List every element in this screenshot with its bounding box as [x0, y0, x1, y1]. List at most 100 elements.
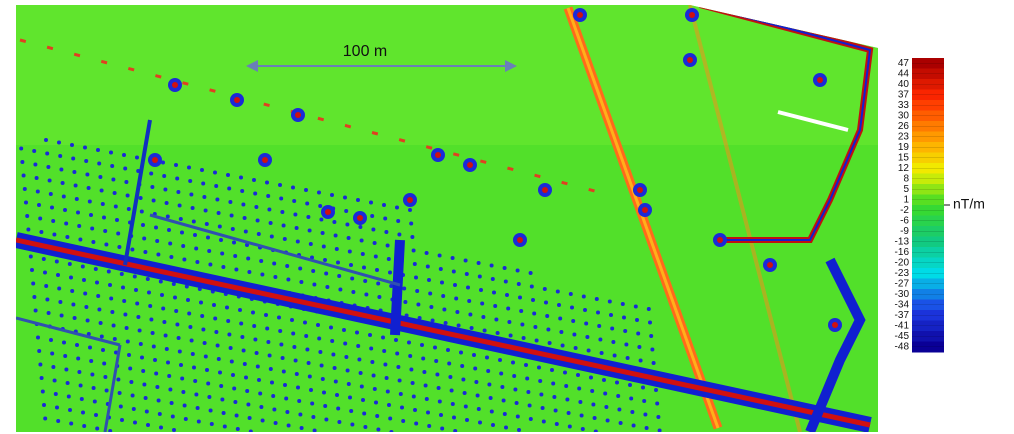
dot — [475, 393, 480, 398]
dot — [193, 379, 198, 383]
dot — [426, 410, 430, 415]
dot — [80, 264, 85, 269]
dot — [643, 412, 648, 417]
dot — [222, 424, 227, 429]
dot — [551, 381, 556, 386]
dot — [208, 408, 213, 413]
dot — [403, 300, 408, 304]
dot — [323, 404, 328, 408]
dot — [503, 279, 508, 284]
dot — [273, 421, 278, 425]
dot — [155, 239, 160, 243]
dot — [59, 167, 64, 172]
dot — [209, 422, 214, 426]
dot — [264, 313, 268, 317]
dot — [235, 427, 240, 431]
dot — [148, 304, 153, 308]
boundary-anomaly — [699, 5, 872, 241]
anomaly-core — [642, 207, 648, 213]
dot — [72, 316, 77, 320]
dot — [257, 378, 261, 382]
dot — [590, 389, 595, 393]
dot — [162, 320, 167, 324]
dot — [578, 400, 583, 404]
dot — [596, 310, 600, 315]
dot — [72, 170, 77, 174]
dot — [201, 181, 206, 186]
dot — [571, 319, 576, 323]
dot — [311, 269, 316, 273]
dot — [369, 200, 373, 205]
dot — [226, 319, 231, 323]
dot — [579, 413, 584, 418]
dot — [489, 409, 494, 414]
dot — [376, 427, 381, 432]
dot — [246, 402, 251, 407]
dot — [82, 424, 87, 428]
dot — [424, 397, 429, 401]
dot — [90, 372, 95, 377]
dot — [398, 392, 403, 396]
dot — [46, 165, 51, 169]
dot — [441, 294, 446, 298]
dot — [618, 421, 623, 425]
dot — [39, 376, 44, 380]
dot — [33, 162, 38, 167]
dot — [346, 382, 351, 386]
dot — [59, 313, 64, 318]
dot — [254, 205, 259, 209]
dot — [214, 330, 219, 334]
legend-band — [912, 121, 944, 132]
dot — [149, 171, 154, 176]
dot — [520, 322, 525, 327]
legend-tick-label: 8 — [903, 173, 909, 184]
dot — [599, 351, 604, 355]
dot — [272, 407, 277, 412]
dot — [311, 415, 316, 419]
dot — [213, 170, 217, 175]
dot — [411, 394, 416, 399]
dot — [21, 173, 26, 178]
dot — [258, 391, 263, 396]
dot — [190, 352, 195, 356]
dot — [103, 375, 108, 379]
dot — [409, 367, 414, 372]
dot — [480, 301, 485, 306]
dot — [252, 324, 257, 328]
dot — [519, 309, 524, 313]
dot — [110, 310, 115, 314]
legend-tick-label: -23 — [895, 268, 910, 279]
dot — [141, 223, 145, 227]
dot — [528, 271, 533, 275]
dot — [463, 258, 468, 263]
dot — [182, 257, 187, 262]
dot — [330, 193, 334, 197]
dot — [53, 392, 58, 396]
dot — [449, 388, 454, 393]
dot — [356, 198, 360, 202]
dot — [111, 177, 116, 182]
dot — [298, 266, 303, 271]
dot — [591, 402, 596, 407]
dot — [299, 426, 304, 430]
dot — [253, 191, 258, 196]
dot — [95, 280, 99, 285]
dot — [58, 300, 63, 304]
dot — [132, 274, 137, 279]
dot — [33, 308, 38, 313]
dot — [452, 415, 456, 420]
anomaly-core — [577, 12, 583, 18]
dot — [84, 305, 89, 309]
dot — [102, 215, 106, 220]
dot — [359, 238, 364, 243]
dot — [78, 383, 83, 388]
boundary-anomaly — [805, 257, 866, 432]
road-anomaly — [16, 237, 871, 428]
dot — [359, 384, 364, 389]
dot — [124, 326, 129, 330]
dot — [206, 235, 210, 240]
dot — [167, 228, 171, 232]
dot — [437, 253, 442, 258]
dot — [331, 352, 336, 357]
dot — [167, 374, 172, 378]
